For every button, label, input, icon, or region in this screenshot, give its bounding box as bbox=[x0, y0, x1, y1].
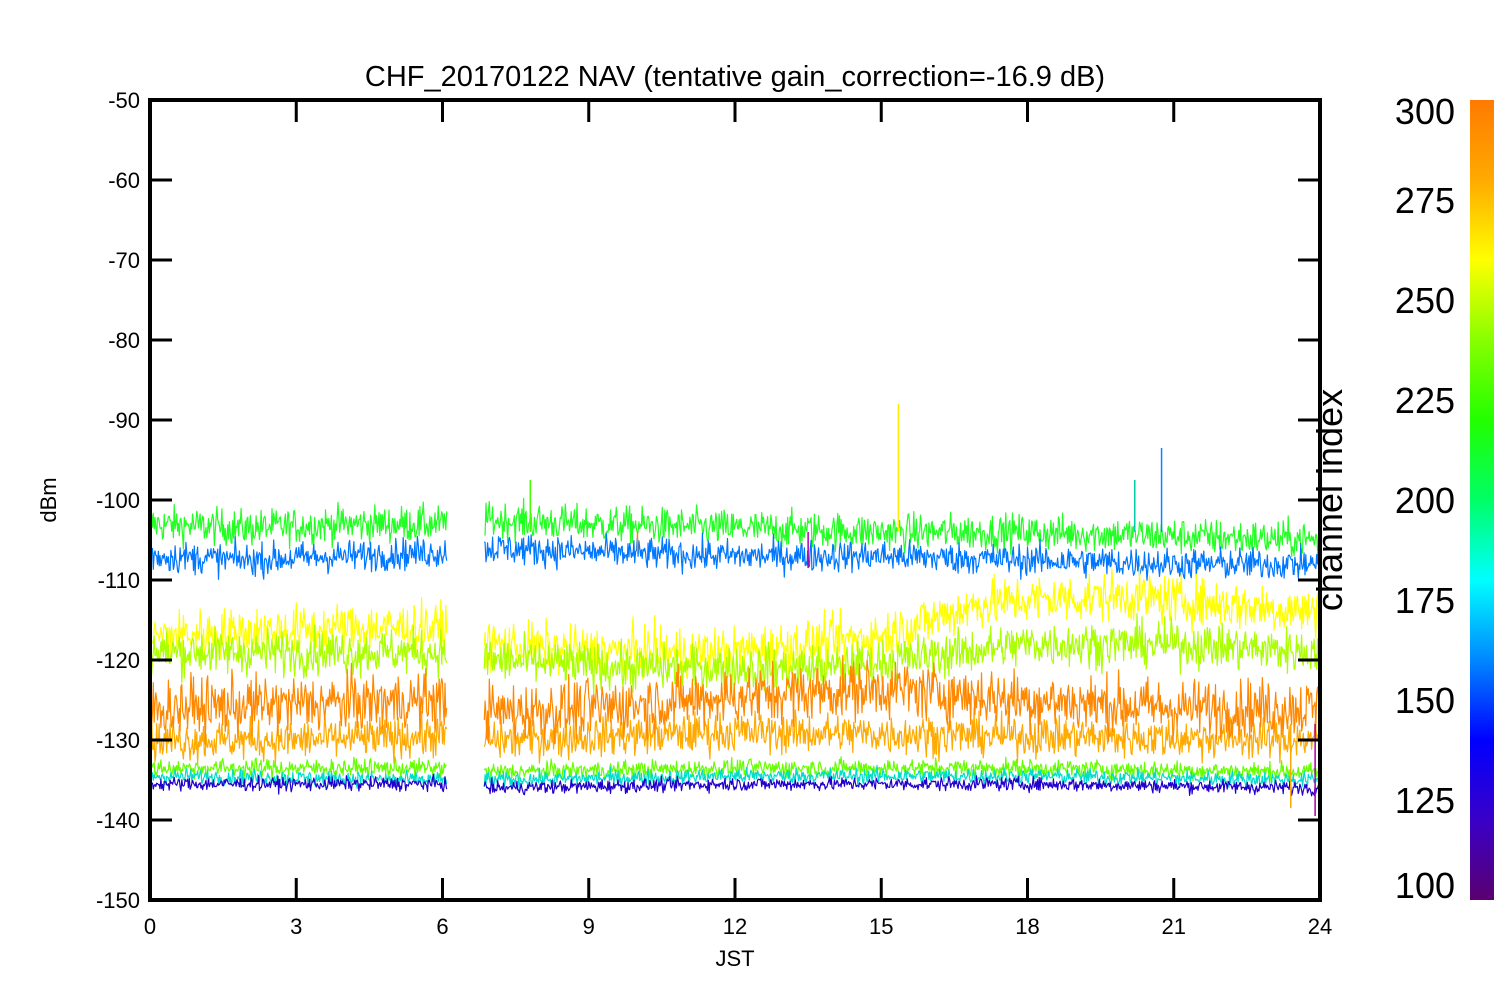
colorbar-tick-label: 125 bbox=[1395, 780, 1455, 821]
colorbar bbox=[1470, 100, 1494, 900]
colorbar-label: channel index bbox=[1309, 389, 1350, 611]
colorbar-gradient bbox=[1470, 100, 1494, 900]
colorbar-tick-label: 250 bbox=[1395, 280, 1455, 321]
colorbar-tick-label: 100 bbox=[1395, 865, 1455, 906]
series-line-ch130 bbox=[150, 773, 1320, 797]
colorbar-tick-label: 150 bbox=[1395, 680, 1455, 721]
colorbar-ticks: 300 275 250 225 200 175 150 125 100 bbox=[1395, 91, 1455, 906]
x-tick-label: 9 bbox=[583, 914, 595, 939]
x-axis-label: JST bbox=[715, 946, 754, 971]
y-tick-label: -50 bbox=[108, 88, 140, 113]
colorbar-tick-label: 275 bbox=[1395, 180, 1455, 221]
series-line-ch290 bbox=[150, 654, 1320, 745]
x-tick-label: 15 bbox=[869, 914, 893, 939]
y-tick-label: -120 bbox=[96, 648, 140, 673]
series-line-ch250 bbox=[150, 613, 1320, 697]
y-tick-label: -100 bbox=[96, 488, 140, 513]
x-tick-label: 24 bbox=[1308, 914, 1332, 939]
x-tick-label: 6 bbox=[436, 914, 448, 939]
y-tick-label: -60 bbox=[108, 168, 140, 193]
y-tick-label: -110 bbox=[98, 568, 140, 593]
x-tick-label: 18 bbox=[1015, 914, 1039, 939]
plot-data-layer bbox=[150, 404, 1320, 816]
chart-title: CHF_20170122 NAV (tentative gain_correct… bbox=[365, 61, 1105, 93]
y-tick-label: -70 bbox=[108, 248, 140, 273]
series-line-ch245 bbox=[150, 756, 1320, 784]
x-tick-label: 3 bbox=[290, 914, 302, 939]
y-axis: -50 -60 -70 -80 -90 -100 -110 -120 -130 -140 -150 bbox=[96, 88, 1320, 913]
series-line-ch280 bbox=[150, 707, 1320, 765]
x-tick-label: 21 bbox=[1162, 914, 1186, 939]
x-axis: 0 3 6 9 12 15 18 21 24 bbox=[144, 100, 1332, 939]
y-tick-label: -150 bbox=[96, 888, 140, 913]
colorbar-tick-label: 300 bbox=[1395, 91, 1455, 132]
x-tick-label: 0 bbox=[144, 914, 156, 939]
series-line-ch265 bbox=[150, 566, 1320, 681]
y-tick-label: -90 bbox=[108, 408, 140, 433]
y-tick-label: -130 bbox=[96, 728, 140, 753]
series-line-ch155 bbox=[150, 532, 1320, 581]
colorbar-tick-label: 225 bbox=[1395, 380, 1455, 421]
colorbar-tick-label: 175 bbox=[1395, 580, 1455, 621]
y-tick-label: -80 bbox=[108, 328, 140, 353]
series-line-ch215 bbox=[150, 497, 1320, 557]
y-tick-label: -140 bbox=[96, 808, 140, 833]
y-axis-label: dBm bbox=[36, 477, 61, 522]
colorbar-tick-label: 200 bbox=[1395, 480, 1455, 521]
x-tick-label: 12 bbox=[723, 914, 747, 939]
